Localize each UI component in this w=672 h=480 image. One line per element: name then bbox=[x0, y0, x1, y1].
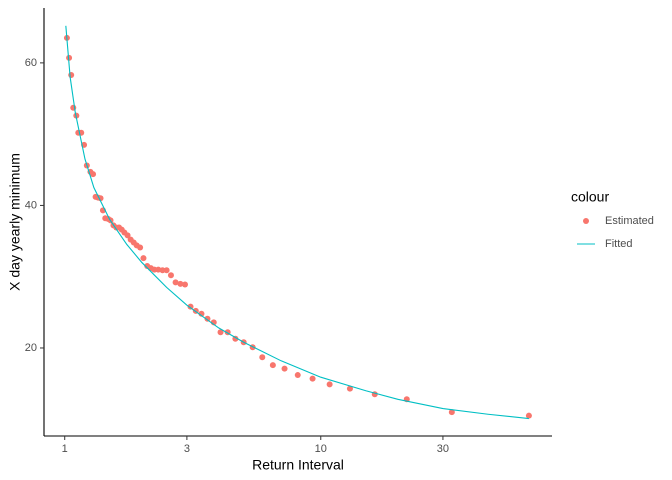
point bbox=[281, 365, 288, 372]
point bbox=[68, 71, 75, 78]
y-tick-label: 60 bbox=[25, 57, 37, 69]
legend-label: Estimated bbox=[605, 215, 654, 227]
legend-title: colour bbox=[571, 189, 609, 205]
point bbox=[144, 263, 151, 270]
x-tick-label: 30 bbox=[437, 443, 449, 455]
point bbox=[187, 303, 194, 310]
point bbox=[326, 381, 333, 388]
y-tick-label: 20 bbox=[25, 342, 37, 354]
point bbox=[309, 375, 316, 382]
point bbox=[198, 310, 205, 317]
point bbox=[204, 315, 211, 322]
x-tick-label: 3 bbox=[184, 443, 190, 455]
point bbox=[269, 362, 276, 369]
point bbox=[259, 354, 266, 361]
point bbox=[172, 279, 179, 286]
point bbox=[448, 409, 455, 416]
point bbox=[102, 215, 109, 222]
legend-label: Fitted bbox=[605, 238, 633, 250]
point bbox=[177, 280, 184, 287]
point bbox=[66, 54, 73, 61]
point bbox=[127, 236, 134, 243]
x-tick-label: 10 bbox=[315, 443, 327, 455]
point bbox=[140, 255, 147, 262]
y-tick-label: 40 bbox=[25, 199, 37, 211]
legend-key bbox=[583, 218, 589, 224]
y-axis-label: X day yearly minimum bbox=[7, 153, 23, 291]
point bbox=[182, 281, 189, 288]
point bbox=[525, 412, 532, 419]
point bbox=[294, 372, 301, 379]
point bbox=[217, 329, 224, 336]
point bbox=[346, 385, 353, 392]
fitted-line bbox=[65, 25, 529, 420]
x-tick-label: 1 bbox=[62, 443, 68, 455]
point bbox=[92, 193, 99, 200]
x-axis-label: Return Interval bbox=[252, 457, 344, 473]
point bbox=[167, 272, 174, 279]
